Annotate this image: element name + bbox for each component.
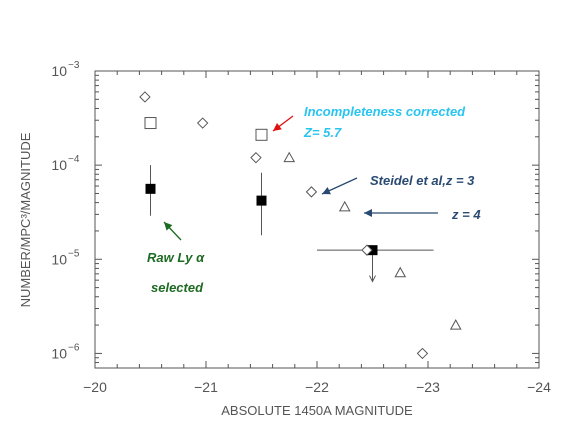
diamond-point [416, 347, 429, 360]
open-square-point [144, 117, 157, 130]
y-tick-label-exponent: −5 [68, 248, 80, 259]
triangle-point [449, 319, 462, 330]
x-tick-label: −24 [527, 379, 551, 395]
filled-square-point [256, 195, 267, 206]
diamond-point [139, 91, 151, 103]
diamond-point [196, 117, 209, 129]
annotation-arrowhead [322, 187, 331, 195]
upper-limit-arrowhead [369, 275, 376, 283]
x-tick-label: −20 [83, 379, 107, 395]
diamond-point [361, 244, 373, 256]
triangle-point [338, 200, 351, 212]
x-tick-label: −21 [194, 379, 218, 395]
y-tick-label: 10 [51, 157, 67, 173]
x-tick-label: −22 [305, 379, 329, 395]
y-tick-label-exponent: −6 [68, 342, 80, 353]
triangle-point [394, 266, 407, 278]
x-tick-label: −23 [416, 379, 440, 395]
filled-square-point [145, 183, 156, 194]
annotations: Incompleteness corrected Z= 5.7 Steidel et… [147, 104, 481, 295]
ticks [94, 70, 540, 369]
y-axis-label: NUMBER/MPC³/MAGNITUDE [18, 132, 33, 307]
open-square-point [255, 128, 268, 141]
annotation-text: Steidel et al,z = 3 [370, 173, 475, 188]
y-tick-label: 10 [51, 251, 67, 267]
triangle-point [283, 151, 296, 163]
annotation-text: selected [151, 280, 204, 295]
y-tick-label-exponent: −4 [68, 154, 80, 165]
diamond-point [250, 151, 262, 164]
annotation-arrowhead [164, 222, 173, 231]
annotation-text: Raw Ly α [147, 250, 205, 265]
annotation-arrowhead [364, 209, 372, 217]
annotation-text: Incompleteness corrected [304, 104, 466, 119]
y-tick-label-exponent: −3 [68, 60, 80, 71]
diamond-point [305, 186, 318, 198]
annotation-text: z = 4 [451, 207, 481, 222]
x-axis-label: ABSOLUTE 1450A MAGNITUDE [221, 403, 413, 418]
annotation-text: Z= 5.7 [303, 125, 342, 140]
annotation-arrowhead [273, 123, 282, 131]
y-tick-label: 10 [51, 345, 67, 361]
data-marks [139, 91, 462, 360]
y-tick-label: 10 [51, 63, 67, 79]
